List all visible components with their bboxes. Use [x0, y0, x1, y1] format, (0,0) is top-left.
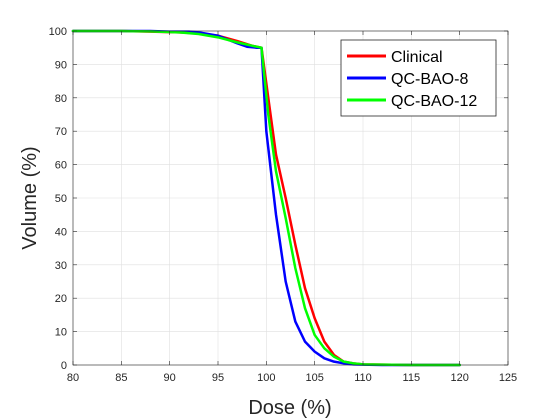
x-tick-label: 110 [354, 372, 372, 384]
y-axis-label: Volume (%) [19, 146, 41, 249]
x-tick-label: 125 [499, 372, 517, 384]
y-tick-label: 90 [55, 59, 67, 71]
y-tick-label: 70 [55, 126, 67, 138]
x-tick-label: 85 [115, 372, 127, 384]
x-tick-label: 100 [257, 372, 275, 384]
y-tick-label: 10 [55, 327, 67, 339]
y-tick-label: 40 [55, 226, 67, 238]
ticks-layer: 80 85 90 95 100 105 110 115 120 125 0 10 20 30 40 50 60 7… [49, 26, 518, 384]
x-tick-label: 95 [212, 372, 224, 384]
y-tick-label: 0 [61, 360, 67, 372]
legend-items: Clinical QC-BAO-8 QC-BAO-12 [347, 49, 477, 110]
y-tick-label: 50 [55, 193, 67, 205]
x-tick-label: 115 [403, 372, 421, 384]
y-tick-label: 100 [49, 26, 67, 38]
x-tick-label: 120 [450, 372, 468, 384]
x-tick-label: 80 [67, 372, 79, 384]
legend-label: QC-BAO-8 [391, 71, 468, 88]
legend-label: Clinical [391, 49, 443, 66]
y-tick-label: 20 [55, 293, 67, 305]
series-line-qc-bao-12 [71, 29, 461, 367]
y-tick-label: 60 [55, 160, 67, 172]
legend: Clinical QC-BAO-8 QC-BAO-12 [340, 39, 497, 117]
legend-label: QC-BAO-12 [391, 93, 477, 110]
x-tick-label: 90 [164, 372, 176, 384]
y-tick-label: 80 [55, 93, 67, 105]
x-tick-label: 105 [305, 372, 323, 384]
x-axis-label: Dose (%) [248, 397, 331, 419]
series-layer [71, 29, 461, 367]
y-tick-label: 30 [55, 260, 67, 272]
